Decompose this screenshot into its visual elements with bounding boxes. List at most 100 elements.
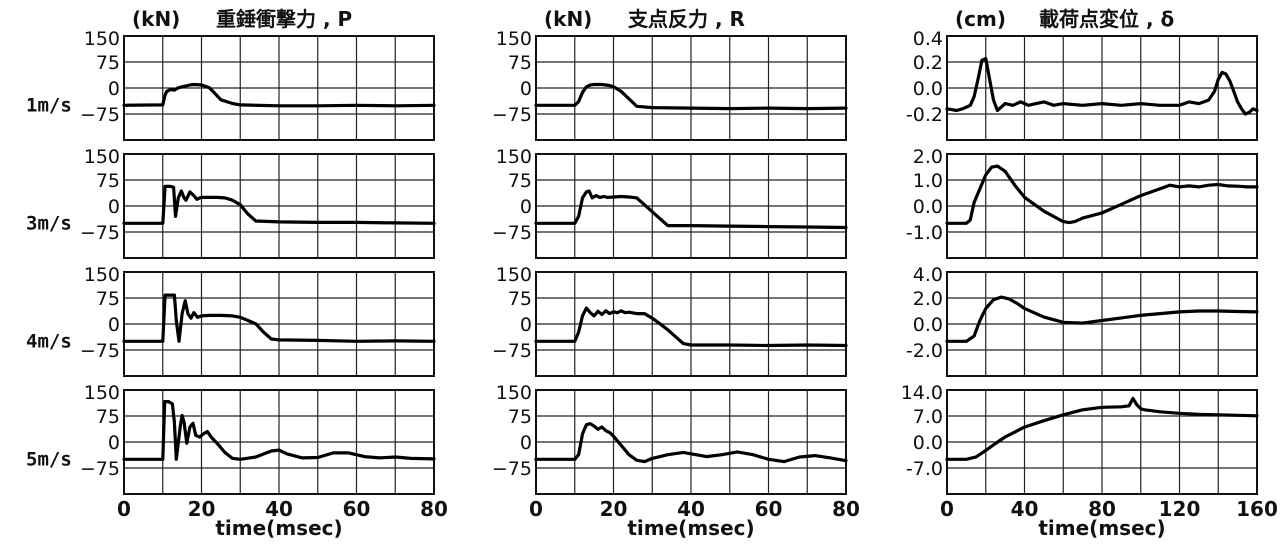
y-tick-label: 150 <box>84 146 120 168</box>
x-tick-label: 0 <box>117 497 131 521</box>
row-label-1: 1m/s <box>26 94 72 116</box>
y-tick-label: 150 <box>84 264 120 286</box>
series-line-delta-3m/s <box>945 164 1259 225</box>
x-tick-label: 20 <box>600 497 628 521</box>
panel-delta-row-3: 4.02.0 0.0 -2.0 <box>906 264 1259 377</box>
x-axis-label-P: time(msec) <box>215 516 342 540</box>
panels-layer: 1m/s3m/s4m/s5m/s(kN) 重錘衝撃力 , P150750−7515… <box>26 7 1278 540</box>
x-tick-label: 0 <box>529 497 543 521</box>
y-tick-label: 0.0 <box>913 314 943 336</box>
y-tick-label: −75 <box>492 222 532 244</box>
x-tick-label: 0 <box>940 497 954 521</box>
y-tick-label: 0 <box>520 196 532 218</box>
plot-frame <box>535 35 847 141</box>
y-tick-label: −75 <box>492 104 532 126</box>
x-tick-label: 20 <box>188 497 216 521</box>
series-line-delta-4m/s <box>945 295 1259 343</box>
series-line-R-4m/s <box>534 306 848 348</box>
x-tick-label: 40 <box>265 497 293 521</box>
x-tick-label: 120 <box>1159 497 1201 521</box>
y-tick-label: 7.0 <box>913 406 943 428</box>
y-tick-label: 150 <box>84 28 120 50</box>
x-tick-label: 80 <box>1088 497 1116 521</box>
plot-frame <box>535 153 847 259</box>
y-tick-label: 14.0 <box>901 382 943 404</box>
y-tick-label: 0.0 <box>913 78 943 100</box>
y-tick-label: 0.4 <box>913 28 943 50</box>
x-tick-label: 80 <box>420 497 448 521</box>
y-tick-label: 150 <box>496 28 532 50</box>
series-line-P-5m/s <box>122 400 436 461</box>
y-tick-label: 75 <box>96 52 120 74</box>
row-label-2: 3m/s <box>26 212 72 234</box>
y-tick-label: 0 <box>108 196 120 218</box>
series-line-P-3m/s <box>122 184 436 225</box>
x-tick-label: 40 <box>1011 497 1039 521</box>
panel-title-delta: 載荷点変位 , δ <box>1039 7 1174 31</box>
y-tick-label: 150 <box>496 382 532 404</box>
series-line-R-1m/s <box>534 82 848 111</box>
y-tick-label: 2.0 <box>913 288 943 310</box>
unit-label-delta: (cm) <box>955 7 1006 31</box>
x-tick-label: 40 <box>677 497 705 521</box>
panel-delta-row-1: 0.40.2 0.0 -0.2 <box>906 28 1259 141</box>
y-tick-label: 1.0 <box>913 170 943 192</box>
panel-title-R: 支点反力 , R <box>628 7 745 31</box>
y-tick-label: 0 <box>108 314 120 336</box>
plot-frame <box>123 35 435 141</box>
y-tick-label: -7.0 <box>906 458 943 480</box>
y-tick-label: 0.0 <box>913 196 943 218</box>
x-axis-label-R: time(msec) <box>627 516 754 540</box>
y-tick-label: 75 <box>508 52 532 74</box>
y-tick-label: 0 <box>108 78 120 100</box>
series-line-R-3m/s <box>534 189 848 230</box>
y-tick-label: −75 <box>492 458 532 480</box>
row-label-4: 5m/s <box>26 448 72 470</box>
y-tick-label: 2.0 <box>913 146 943 168</box>
y-tick-label: 150 <box>496 146 532 168</box>
y-tick-label: −75 <box>492 340 532 362</box>
y-tick-label: 150 <box>496 264 532 286</box>
y-tick-label: 75 <box>96 406 120 428</box>
y-tick-label: 0.0 <box>913 432 943 454</box>
y-tick-label: −75 <box>80 222 120 244</box>
y-tick-label: −75 <box>80 104 120 126</box>
x-tick-label: 160 <box>1236 497 1278 521</box>
series-line-P-1m/s <box>122 82 436 108</box>
y-tick-label: 0 <box>520 78 532 100</box>
series-line-P-4m/s <box>122 293 436 343</box>
y-tick-label: 75 <box>96 170 120 192</box>
y-tick-label: 0 <box>520 432 532 454</box>
y-tick-label: −75 <box>80 340 120 362</box>
plot-frame <box>123 271 435 377</box>
series-line-R-5m/s <box>534 422 848 464</box>
y-tick-label: -0.2 <box>906 104 943 126</box>
y-tick-label: 0 <box>520 314 532 336</box>
y-tick-label: 75 <box>508 406 532 428</box>
panel-title-P: 重錘衝撃力 , P <box>216 7 352 31</box>
y-tick-label: 75 <box>508 288 532 310</box>
series-line-delta-5m/s <box>945 396 1259 461</box>
x-tick-label: 60 <box>343 497 371 521</box>
x-tick-label: 60 <box>755 497 783 521</box>
plot-frame <box>946 153 1258 259</box>
plot-frame <box>946 35 1258 141</box>
y-tick-label: -1.0 <box>906 222 943 244</box>
y-tick-label: 0 <box>108 432 120 454</box>
y-tick-label: 0.2 <box>913 52 943 74</box>
row-label-3: 4m/s <box>26 330 72 352</box>
plot-frame <box>535 389 847 495</box>
series-line-delta-1m/s <box>945 56 1259 116</box>
unit-label-P: (kN) <box>132 7 180 31</box>
y-tick-label: -2.0 <box>906 340 943 362</box>
plot-frame <box>946 389 1258 495</box>
